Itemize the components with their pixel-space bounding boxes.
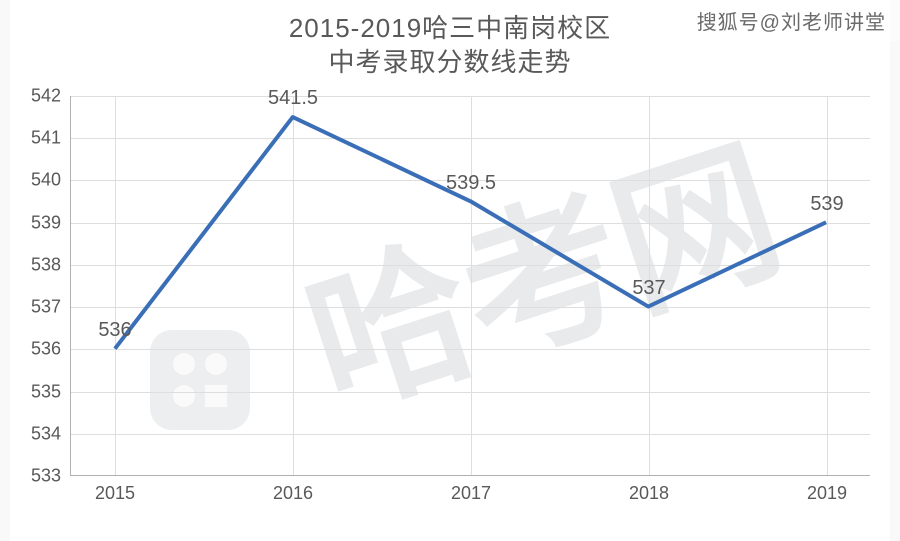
x-axis-tick-label: 2019 (807, 475, 847, 504)
plot-area: 5335345355365375385395405415422015201620… (70, 96, 870, 476)
data-point-label: 537 (632, 277, 665, 300)
y-axis-tick-label: 533 (31, 466, 71, 487)
y-axis-tick-label: 537 (31, 297, 71, 318)
y-axis-tick-label: 538 (31, 254, 71, 275)
y-axis-tick-label: 540 (31, 170, 71, 191)
y-axis-tick-label: 535 (31, 381, 71, 402)
data-point-label: 536 (98, 319, 131, 342)
x-axis-tick-label: 2018 (629, 475, 669, 504)
chart-title-line2: 中考录取分数线走势 (328, 47, 571, 77)
y-axis-tick-label: 539 (31, 212, 71, 233)
chart-title-line1: 2015-2019哈三中南岗校区 (289, 13, 611, 43)
attribution-badge: 搜狐号@刘老师讲堂 (679, 0, 900, 41)
x-axis-tick-label: 2017 (451, 475, 491, 504)
data-point-label: 539 (810, 193, 843, 216)
chart-container: 哈考网 2015-2019哈三中南岗校区 中考录取分数线走势 533534535… (10, 0, 890, 541)
y-axis-tick-label: 541 (31, 128, 71, 149)
x-axis-tick-label: 2015 (95, 475, 135, 504)
line-series (71, 96, 870, 475)
y-axis-tick-label: 542 (31, 86, 71, 107)
data-point-label: 539.5 (446, 172, 496, 195)
x-axis-tick-label: 2016 (273, 475, 313, 504)
y-axis-tick-label: 534 (31, 423, 71, 444)
y-axis-tick-label: 536 (31, 339, 71, 360)
data-point-label: 541.5 (268, 87, 318, 110)
